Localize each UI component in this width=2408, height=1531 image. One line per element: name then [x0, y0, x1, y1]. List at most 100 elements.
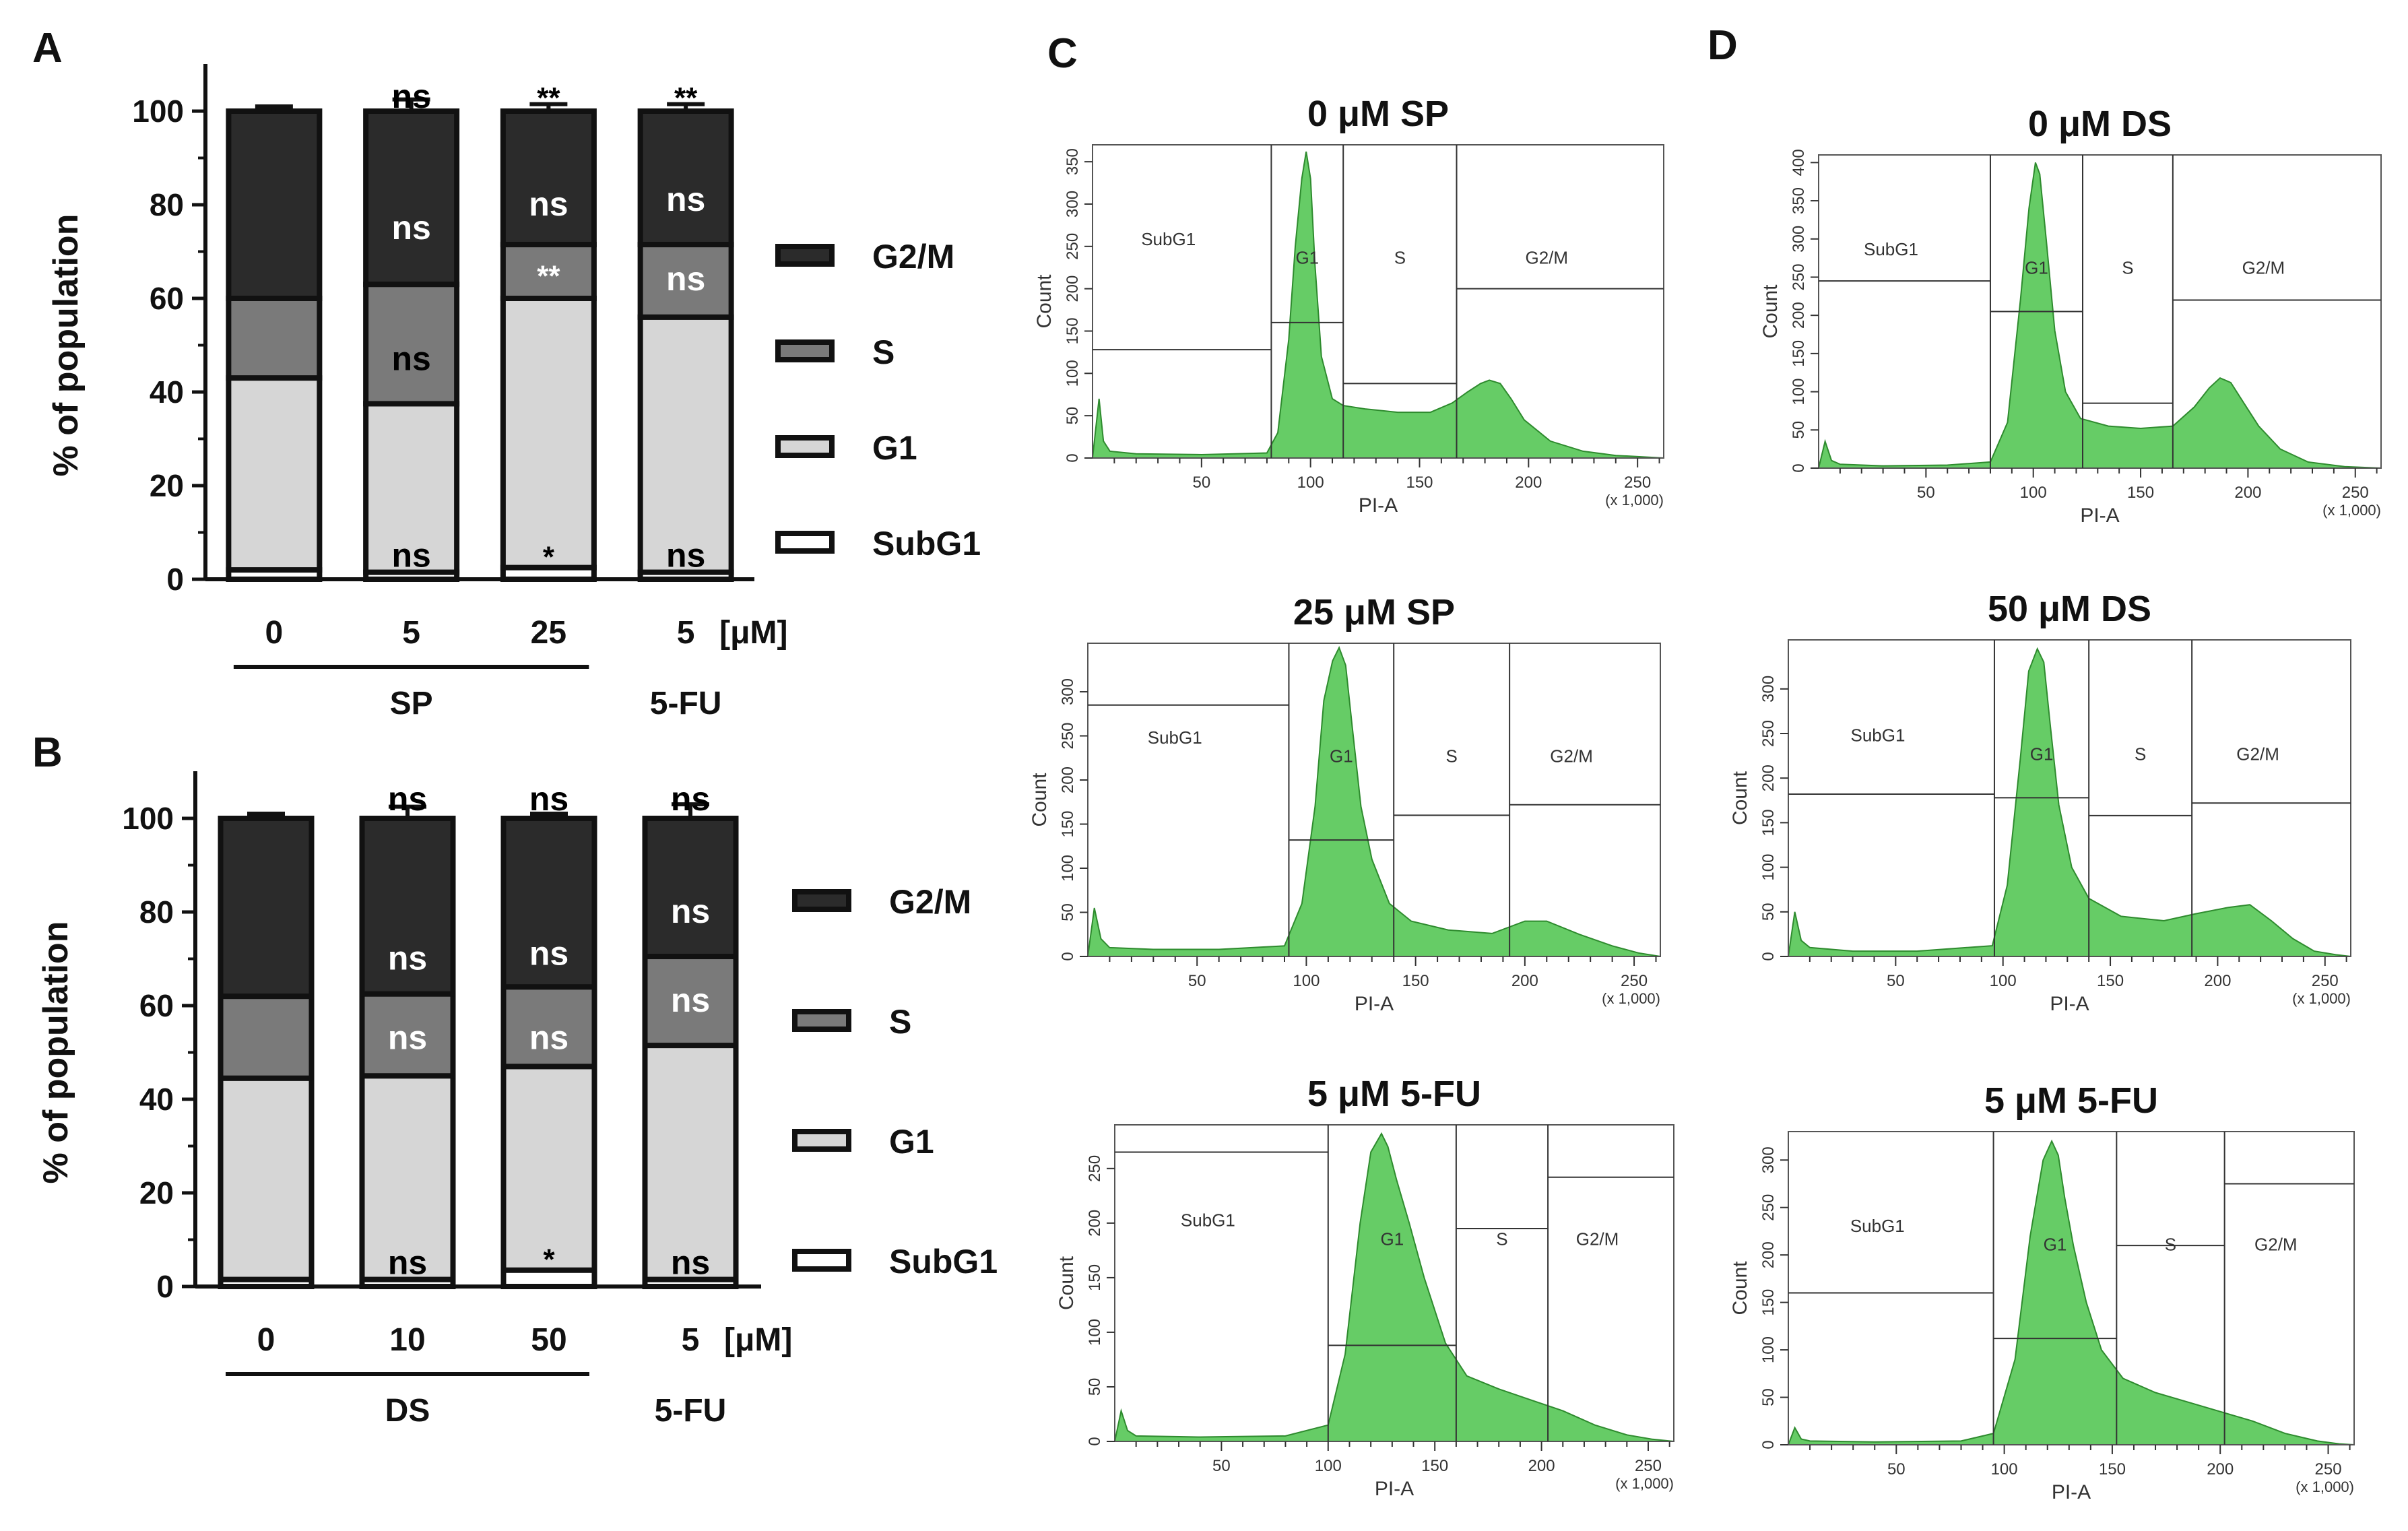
gate-label: S: [1496, 1229, 1507, 1249]
significance-label: ns: [666, 260, 705, 298]
legend-swatch: [775, 435, 835, 458]
gate-label: G1: [2044, 1235, 2067, 1255]
legend-label: SubG1: [889, 1243, 998, 1280]
histogram-area: [1817, 162, 2382, 469]
y-tick-label: 0: [156, 1269, 174, 1304]
significance-label: ns: [529, 1019, 568, 1057]
y-tick-label: 200: [1759, 1241, 1778, 1268]
significance-label: ns: [388, 1243, 427, 1281]
x-tick-label: 5: [677, 615, 695, 651]
y-tick-label: 350: [1790, 187, 1808, 214]
group-label: DS: [385, 1393, 430, 1429]
x-tick-label: 100: [1991, 1460, 2018, 1478]
x-axis-label: PI-A: [2080, 504, 2119, 527]
gate-label: G1: [2030, 744, 2054, 764]
gate-label: SubG1: [1850, 1216, 1905, 1236]
x-tick-label: 5: [682, 1322, 700, 1358]
x-tick-label: 150: [1406, 474, 1433, 492]
legend-label: G2/M: [889, 883, 971, 921]
y-tick-label: 100: [122, 801, 174, 836]
y-tick-label: 0: [1759, 1440, 1778, 1449]
significance-label: ns: [391, 77, 430, 115]
significance-label: *: [543, 540, 555, 573]
gate-label: G1: [1330, 746, 1353, 767]
x-tick-label: 200: [2234, 484, 2261, 502]
x-tick-label: 200: [1515, 474, 1542, 492]
y-tick-label: 150: [1790, 340, 1808, 367]
y-tick-label: 300: [1759, 1146, 1778, 1173]
y-tick-label: 150: [1059, 810, 1077, 837]
x-axis-unit: (x 1,000): [2296, 1478, 2354, 1495]
y-tick-label: 0: [1790, 463, 1808, 472]
bar-segment: [218, 993, 315, 1081]
gate-label: G1: [1295, 248, 1319, 268]
y-tick-label: 50: [1086, 1378, 1104, 1396]
y-tick-label: 40: [139, 1082, 174, 1117]
histogram-title: 5 μM 5-FU: [1307, 1074, 1481, 1114]
bar-segment: [359, 816, 456, 997]
plot-frame: [1087, 643, 1661, 957]
gate-label: SubG1: [1148, 727, 1202, 748]
gate-label: SubG1: [1181, 1210, 1235, 1230]
y-tick-label: 150: [1086, 1264, 1104, 1291]
y-tick-label: 0: [1059, 952, 1077, 960]
x-tick-label: 200: [1511, 972, 1538, 990]
gate-label: SubG1: [1864, 239, 1918, 259]
histogram-d-0-ds: 0 μM DS SubG1 G1 S G2/M 0 50 100 150 200 250 300 350…: [1759, 104, 2382, 527]
plot-frame: [1788, 639, 2351, 957]
x-axis-label: PI-A: [2050, 993, 2089, 1015]
x-axis-unit: (x 1,000): [2322, 502, 2381, 519]
x-tick-label: 150: [2127, 484, 2154, 502]
x-tick-label: 100: [1315, 1457, 1342, 1475]
bar-segment: [359, 991, 456, 1079]
x-axis-unit: (x 1,000): [1605, 492, 1664, 509]
y-axis-label: Count: [1033, 274, 1055, 329]
y-tick-label: 40: [150, 374, 184, 410]
x-tick-label: 100: [1297, 474, 1324, 492]
y-axis-label: % of population: [46, 214, 86, 477]
bar-segment: [637, 314, 734, 575]
bar-segment: [363, 401, 460, 575]
y-axis-label: Count: [1729, 1261, 1751, 1315]
bar-chart-b: 0 20 40 60 80 100 % of population 0 10 50 5 [μM] DS 5…: [36, 771, 998, 1429]
y-tick-label: 200: [1790, 302, 1808, 329]
gate-label: S: [2135, 744, 2146, 764]
y-tick-label: 100: [1086, 1319, 1104, 1346]
y-tick-label: 300: [1759, 676, 1778, 703]
histogram-c-25-sp: 25 μM SP SubG1 G1 S G2/M 0 50 100 150 200 250 300 Co…: [1029, 592, 1661, 1015]
panel-label-d: D: [1707, 22, 1738, 69]
plot-frame: [1818, 154, 2382, 469]
y-tick-label: 300: [1064, 191, 1082, 218]
y-tick-label: 20: [150, 468, 184, 503]
significance-label: ns: [671, 981, 710, 1019]
y-tick-label: 0: [166, 562, 184, 597]
bar-segment: [363, 108, 460, 288]
significance-label: ns: [388, 780, 427, 818]
legend-label: SubG1: [872, 525, 981, 562]
significance-label: ns: [388, 940, 427, 977]
significance-label: ns: [671, 892, 710, 930]
y-tick-label: 250: [1759, 1194, 1778, 1221]
x-tick-label: 100: [1293, 972, 1320, 990]
y-tick-label: 100: [1059, 855, 1077, 882]
y-axis-label: Count: [1759, 284, 1782, 339]
gate-label: S: [1394, 248, 1406, 268]
legend-swatch: [792, 1009, 851, 1032]
y-tick-label: 80: [150, 187, 184, 222]
histogram-title: 25 μM SP: [1293, 592, 1455, 632]
x-tick-label: 50: [1188, 972, 1206, 990]
x-axis-label: PI-A: [1359, 494, 1398, 517]
group-label: SP: [390, 686, 433, 721]
histogram-area: [1787, 1139, 2355, 1445]
x-tick-label: 250: [1621, 972, 1648, 990]
legend-label: S: [889, 1003, 911, 1041]
y-tick-label: 300: [1790, 226, 1808, 253]
x-tick-label: 50: [1887, 972, 1905, 990]
x-tick-label: 250: [2342, 484, 2369, 502]
x-axis-label: PI-A: [1355, 993, 1394, 1015]
legend-swatch: [792, 1249, 851, 1272]
histogram-c-5fu: 5 μM 5-FU SubG1 G1 S G2/M 0 50 100 150 200 250 Coun…: [1055, 1074, 1674, 1500]
legend-label: G2/M: [872, 238, 954, 275]
bar-chart-a: 0 20 40 60 80 100 % of population 0 5 25 5 [μM] SP 5-…: [46, 64, 981, 721]
